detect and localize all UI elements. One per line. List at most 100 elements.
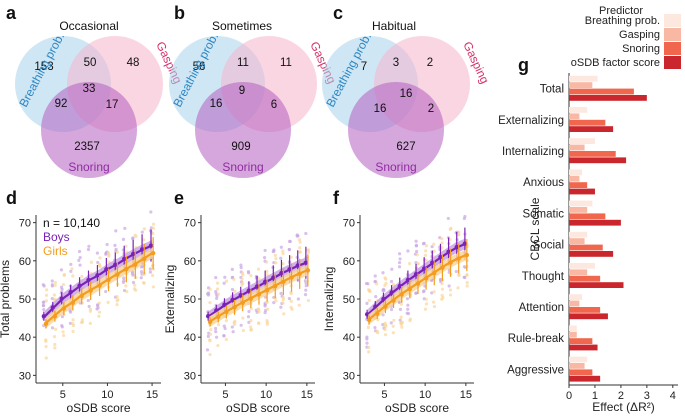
raw-point [41, 304, 46, 308]
x-tick-label: 1 [592, 390, 598, 402]
raw-point [61, 282, 66, 287]
raw-point [306, 248, 310, 252]
y-tick-label: 60 [19, 256, 31, 268]
mean-point [106, 277, 111, 283]
raw-point [230, 325, 234, 329]
raw-point [86, 247, 91, 252]
raw-point [123, 226, 127, 230]
mean-point [273, 283, 278, 289]
legend-swatch [664, 14, 681, 27]
raw-point [114, 229, 118, 233]
bar [569, 294, 582, 300]
raw-point [224, 279, 229, 283]
raw-point [113, 243, 117, 247]
mean-point [150, 250, 156, 256]
raw-point [262, 256, 267, 260]
bar [569, 313, 608, 320]
raw-point [406, 307, 410, 311]
raw-point [232, 321, 236, 325]
y-tick-label: 50 [19, 294, 31, 306]
bar [569, 151, 616, 157]
mean-point [281, 279, 286, 285]
x-tick-label: 4 [670, 390, 676, 402]
raw-point [115, 303, 119, 307]
mean-point [279, 270, 284, 276]
mean-point [246, 288, 252, 293]
raw-point [60, 325, 64, 329]
raw-point [77, 249, 82, 254]
raw-point [216, 281, 220, 285]
raw-point [205, 292, 210, 296]
mean-point [142, 256, 147, 262]
raw-point [53, 346, 57, 350]
mean-point [216, 314, 221, 320]
raw-point [273, 253, 277, 257]
mean-point [305, 268, 311, 273]
raw-point [139, 276, 143, 280]
raw-point [465, 284, 469, 288]
raw-point [133, 283, 137, 287]
venn-count: 909 [231, 141, 250, 153]
raw-point [397, 260, 402, 265]
raw-point [209, 328, 213, 332]
raw-point [115, 294, 119, 299]
raw-point [414, 239, 418, 243]
raw-point [265, 300, 269, 305]
category-label: Attention [519, 302, 564, 314]
raw-point [365, 341, 369, 345]
bar [569, 275, 601, 282]
x-tick-label: 10 [419, 389, 431, 401]
raw-point [45, 288, 49, 292]
raw-point [364, 281, 369, 286]
mean-point [262, 279, 268, 285]
raw-point [296, 234, 300, 238]
raw-point [304, 231, 308, 236]
x-tick-label: 5 [381, 389, 387, 401]
mean-point [113, 262, 118, 267]
mean-point [248, 296, 254, 301]
raw-point [440, 237, 444, 241]
raw-point [423, 307, 428, 311]
raw-point [150, 273, 155, 278]
mean-point [407, 286, 413, 292]
raw-point [44, 339, 48, 343]
bar [569, 356, 588, 363]
raw-point [98, 262, 102, 266]
raw-point [151, 226, 156, 230]
bar [569, 338, 593, 344]
raw-point [247, 271, 251, 275]
raw-point [61, 333, 66, 338]
raw-point [399, 302, 403, 306]
raw-point [432, 300, 436, 304]
raw-point [384, 277, 388, 281]
bar [569, 138, 595, 144]
mean-point [133, 262, 138, 267]
mean-point [264, 288, 270, 293]
raw-point [405, 297, 409, 301]
raw-point [241, 328, 245, 333]
raw-point [265, 260, 269, 264]
venn-panel-a: a Occasional 153 50 48 92 33 17 2357 Bre… [6, 3, 185, 178]
raw-point [375, 329, 379, 333]
legend-label: Snoring [622, 43, 660, 55]
raw-point [214, 290, 218, 294]
raw-point [97, 314, 101, 318]
raw-point [263, 248, 267, 253]
raw-point [95, 251, 99, 255]
raw-point [462, 265, 466, 269]
raw-point [240, 283, 244, 287]
raw-point [448, 227, 452, 231]
raw-point [246, 315, 251, 319]
raw-point [134, 288, 138, 292]
raw-point [249, 328, 253, 332]
mean-point [104, 267, 109, 272]
mean-point [454, 244, 459, 250]
raw-point [69, 269, 73, 273]
raw-point [281, 301, 285, 305]
bar [569, 238, 585, 244]
legend-girls: Girls [43, 244, 68, 258]
raw-point [414, 291, 418, 295]
venn-count: 153 [34, 61, 53, 73]
raw-point [457, 230, 461, 234]
